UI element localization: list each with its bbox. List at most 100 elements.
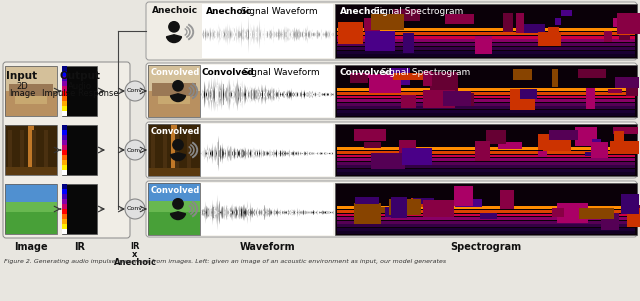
Bar <box>148 91 200 117</box>
Bar <box>552 208 564 217</box>
Bar <box>543 135 571 151</box>
Bar <box>337 51 635 54</box>
Circle shape <box>173 199 183 209</box>
Circle shape <box>173 81 183 91</box>
Bar <box>579 69 606 78</box>
Bar <box>337 113 635 116</box>
Bar <box>393 9 420 21</box>
Bar <box>575 127 597 146</box>
Bar <box>516 13 524 33</box>
Bar <box>62 125 67 130</box>
Bar <box>610 141 639 154</box>
Bar <box>62 91 67 96</box>
Wedge shape <box>170 153 186 160</box>
Bar <box>5 66 57 116</box>
Bar <box>390 68 410 85</box>
Bar <box>351 73 370 78</box>
Bar <box>365 31 396 51</box>
Bar <box>337 158 635 161</box>
Text: Convolved: Convolved <box>202 68 255 77</box>
Circle shape <box>125 140 145 160</box>
Text: Anechoic: Anechoic <box>113 258 157 267</box>
Bar <box>585 152 597 156</box>
Bar <box>62 209 67 214</box>
Bar <box>148 206 200 235</box>
Bar <box>538 32 561 46</box>
Text: Signal Waveform: Signal Waveform <box>238 7 317 16</box>
Text: Signal Waveform: Signal Waveform <box>240 68 319 77</box>
Bar <box>171 124 177 176</box>
Bar <box>202 12 333 56</box>
Circle shape <box>125 199 145 219</box>
Bar <box>337 162 635 165</box>
Bar <box>337 103 635 106</box>
Bar <box>486 130 506 144</box>
Bar <box>337 47 635 50</box>
Bar <box>62 101 67 106</box>
Bar <box>200 65 333 117</box>
Bar <box>62 66 97 116</box>
Bar <box>148 124 200 176</box>
Bar <box>62 76 67 81</box>
Text: Output: Output <box>60 71 100 81</box>
Bar <box>62 229 67 234</box>
Bar <box>621 194 639 214</box>
Bar <box>200 124 265 176</box>
Bar <box>522 24 545 33</box>
Text: Conv.: Conv. <box>126 88 144 94</box>
Bar <box>62 145 67 150</box>
Bar <box>625 147 636 154</box>
Bar <box>9 83 53 96</box>
Bar <box>62 150 67 155</box>
Wedge shape <box>166 35 182 42</box>
Bar <box>337 213 635 216</box>
FancyBboxPatch shape <box>3 62 130 238</box>
Bar <box>369 74 401 93</box>
Bar <box>62 194 67 199</box>
Text: 2D: 2D <box>16 82 28 91</box>
Bar <box>627 208 640 227</box>
Bar <box>5 66 57 116</box>
Bar <box>158 96 190 104</box>
Bar <box>371 32 386 38</box>
Text: Anechoic: Anechoic <box>340 7 386 16</box>
Text: Convolved: Convolved <box>151 68 200 77</box>
Bar <box>44 130 48 170</box>
Text: x: x <box>132 250 138 259</box>
Text: IR: IR <box>131 242 140 251</box>
Text: Convolved: Convolved <box>151 186 200 195</box>
Bar <box>364 18 380 31</box>
Bar <box>335 124 637 176</box>
Bar <box>20 130 24 170</box>
Bar <box>62 140 67 145</box>
Bar <box>500 190 514 209</box>
Bar <box>337 147 635 150</box>
Bar <box>337 92 635 95</box>
Bar <box>148 168 200 176</box>
Bar <box>187 129 191 171</box>
Bar <box>337 151 635 154</box>
Bar <box>62 219 67 224</box>
Bar <box>175 129 179 171</box>
Bar <box>62 71 67 76</box>
Text: Impulse Response: Impulse Response <box>42 89 118 98</box>
Text: Signal Spectrogram: Signal Spectrogram <box>371 7 463 16</box>
Bar <box>337 39 635 42</box>
Bar <box>455 198 482 207</box>
Bar <box>601 213 619 230</box>
Text: Anechoic: Anechoic <box>152 6 198 15</box>
Bar <box>504 13 513 32</box>
Bar <box>394 73 424 80</box>
Bar <box>5 201 57 212</box>
Bar <box>62 86 67 91</box>
Bar <box>413 198 435 204</box>
Bar <box>608 89 622 93</box>
Bar <box>148 201 200 212</box>
Bar <box>163 129 167 171</box>
Bar <box>337 172 635 175</box>
Bar <box>337 169 635 172</box>
Bar <box>498 142 522 149</box>
Bar <box>617 14 640 34</box>
Bar <box>200 73 333 115</box>
Bar <box>337 43 635 46</box>
